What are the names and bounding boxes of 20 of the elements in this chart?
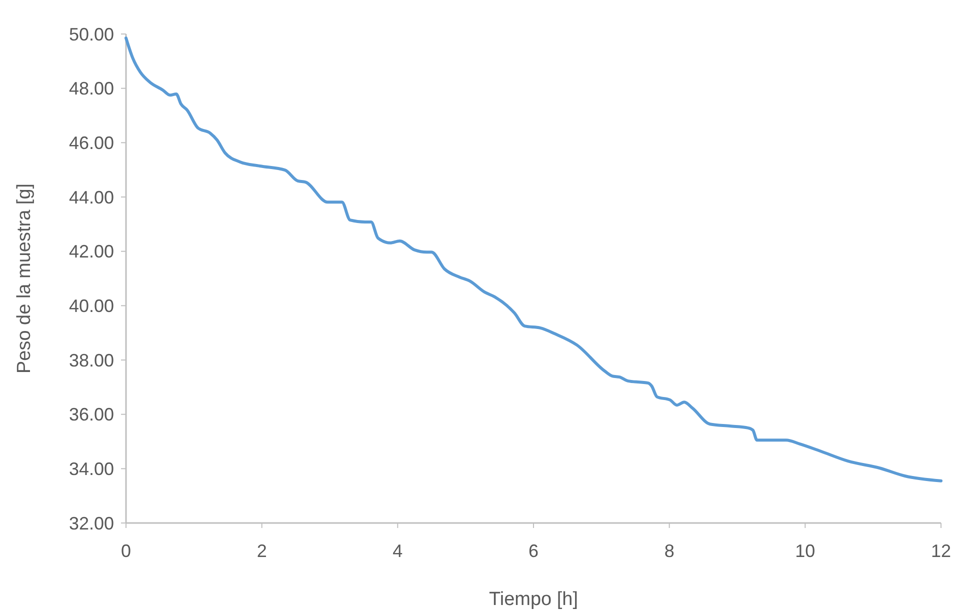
y-tick-label: 34.00 [68, 458, 114, 479]
y-tick-label: 50.00 [68, 24, 114, 44]
y-tick-label: 44.00 [68, 187, 114, 208]
y-tick-label: 38.00 [68, 350, 114, 370]
x-tick-label: 0 [120, 541, 132, 561]
x-tick-label: 12 [930, 541, 952, 561]
x-tick-label: 6 [528, 541, 539, 561]
x-tick-label: 4 [392, 541, 403, 561]
line-series [124, 36, 942, 482]
x-tick-label: 10 [795, 541, 816, 561]
y-tick-label: 32.00 [68, 513, 114, 534]
y-tick-label: 36.00 [68, 404, 114, 425]
x-tick-label: 2 [256, 541, 267, 561]
y-tick-label: 48.00 [68, 78, 114, 99]
y-tick-label: 40.00 [68, 296, 114, 316]
y-tick-label: 46.00 [68, 132, 114, 153]
y-tick-label: 42.00 [68, 242, 114, 262]
x-tick-label: 8 [664, 541, 674, 561]
y-axis-title: Peso de la muestra [g] [14, 183, 35, 374]
x-axis-title: Tiempo [h] [488, 589, 578, 610]
